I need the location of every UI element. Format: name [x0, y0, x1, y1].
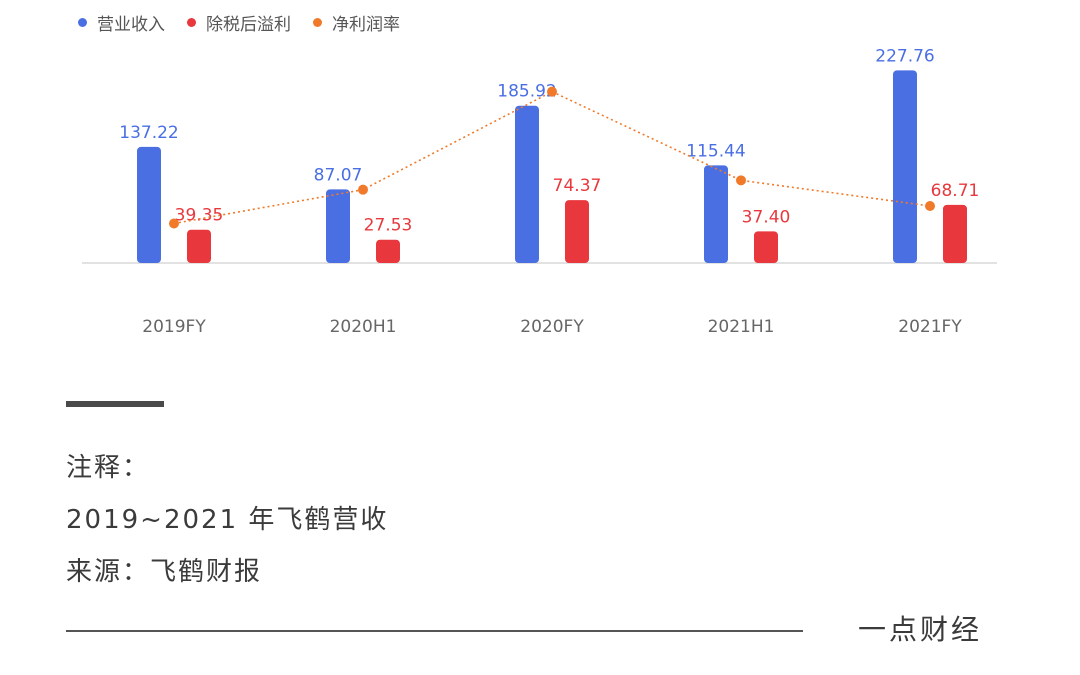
chart: 137.22 39.35 2019FY 87.07 27.53 2020H1 185.92 7… [82, 46, 997, 337]
margin-point-2021H1 [736, 175, 746, 186]
margin-line [173, 90, 931, 225]
bar-revenue-2021FY [893, 70, 917, 263]
legend-dot-profit [187, 18, 196, 27]
legend-label-margin: 净利润率 [332, 15, 400, 35]
data-label-profit-2021H1: 37.40 [742, 207, 791, 227]
data-label-revenue-2021FY: 227.76 [875, 46, 934, 66]
margin-point-2019FY [169, 218, 179, 229]
bar-revenue-2020FY [515, 105, 539, 263]
margin-point-2020H1 [358, 184, 368, 195]
bar-profit-2021FY [943, 204, 967, 263]
notes: 注释： 2019~2021 年飞鹤营收 来源：飞鹤财报 [66, 448, 388, 604]
data-label-profit-2021FY: 68.71 [931, 181, 980, 201]
legend-item-revenue: 营业收入 [78, 10, 165, 35]
notes-title: 2019~2021 年飞鹤营收 [66, 505, 389, 535]
legend-dot-margin [313, 18, 322, 27]
data-label-profit-2019FY: 39.35 [175, 206, 224, 226]
x-tick-label-2020FY: 2020FY [520, 317, 584, 337]
legend-label-revenue: 营业收入 [97, 15, 165, 35]
data-label-profit-2020FY: 74.37 [553, 176, 602, 196]
brand-name: 一点财经 [858, 613, 983, 646]
accent-bar [66, 401, 164, 407]
x-tick-label-2020H1: 2020H1 [330, 317, 397, 337]
margin-point-2021FY [925, 201, 935, 211]
data-label-revenue-2021H1: 115.44 [686, 141, 745, 161]
data-label-revenue-2020FY: 185.92 [497, 82, 556, 102]
x-tick-label-2021H1: 2021H1 [708, 317, 775, 337]
legend-item-margin: 净利润率 [313, 10, 400, 35]
notes-source: 来源：飞鹤财报 [66, 557, 263, 587]
legend-dot-revenue [78, 18, 87, 27]
footer-rule [66, 630, 803, 632]
x-tick-label-2021FY: 2021FY [898, 317, 962, 337]
legend-item-profit: 除税后溢利 [187, 10, 291, 35]
data-label-revenue-2019FY: 137.22 [119, 123, 178, 143]
data-label-profit-2020H1: 27.53 [364, 216, 413, 236]
bar-profit-2019FY [187, 229, 211, 263]
bar-profit-2021H1 [754, 231, 778, 263]
legend: 营业收入 除税后溢利 净利润率 [78, 10, 400, 35]
notes-heading: 注释： [66, 453, 151, 483]
bar-revenue-2021H1 [704, 165, 728, 263]
margin-point-2020FY [547, 86, 557, 97]
bar-profit-2020FY [565, 200, 589, 263]
bar-revenue-2020H1 [326, 189, 350, 263]
bar-profit-2020H1 [376, 239, 400, 263]
data-label-revenue-2020H1: 87.07 [314, 165, 363, 185]
legend-label-profit: 除税后溢利 [206, 15, 291, 35]
x-tick-label-2019FY: 2019FY [142, 317, 206, 337]
bar-revenue-2019FY [137, 146, 161, 263]
